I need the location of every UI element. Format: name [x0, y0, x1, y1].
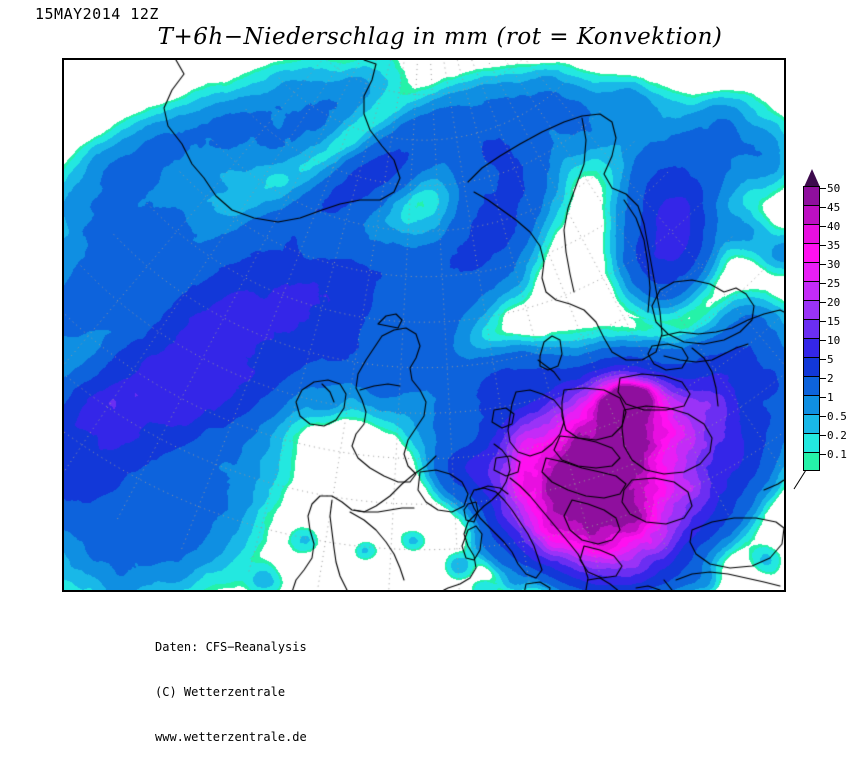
credits-source: Daten: CFS−Reanalysis: [155, 640, 307, 654]
colorbar-tick-label: 2: [827, 372, 834, 385]
colorbar-tick-label: 0.5: [827, 410, 847, 423]
colorbar-tick-label: 25: [827, 277, 841, 290]
colorbar-tick: [820, 321, 826, 322]
colorbar-tick: [820, 397, 826, 398]
colorbar-tick: [820, 416, 826, 417]
weather-map-page: 15MAY2014 12Z T+6h−Niederschlag in mm (r…: [35, 5, 847, 744]
colorbar-segment: [804, 433, 820, 452]
colorbar-right-edge: [819, 186, 820, 471]
credits: Daten: CFS−Reanalysis (C) Wetterzentrale…: [155, 610, 307, 775]
colorbar-segment: [804, 262, 820, 281]
page-title: T+6h−Niederschlag in mm (rot = Konvektio…: [157, 24, 723, 50]
colorbar-segment: [804, 205, 820, 224]
colorbar-over-arrow: [804, 169, 820, 187]
colorbar-tick: [820, 245, 826, 246]
colorbar-tick-label: 35: [827, 239, 841, 252]
colorbar-tick-label: 20: [827, 296, 841, 309]
colorbar-tick: [820, 283, 826, 284]
colorbar-segment: [804, 243, 820, 262]
colorbar-segment: [804, 357, 820, 376]
colorbar-tick-label: 0.2: [827, 429, 847, 442]
colorbar-tick: [820, 302, 826, 303]
colorbar-segment: [804, 395, 820, 414]
colorbar-tick-label: 40: [827, 220, 841, 233]
date-stamp: 15MAY2014 12Z: [35, 5, 159, 23]
colorbar-tick: [820, 207, 826, 208]
colorbar-tick: [820, 454, 826, 455]
colorbar-tick-label: 10: [827, 334, 841, 347]
colorbar-segment: [804, 414, 820, 433]
colorbar-tick-label: 15: [827, 315, 841, 328]
colorbar-tick: [820, 359, 826, 360]
colorbar-segment: [804, 300, 820, 319]
colorbar-tick-label: 45: [827, 201, 841, 214]
colorbar-left-edge: [803, 186, 804, 471]
colorbar-tail-line: [793, 470, 807, 490]
map-frame: [62, 58, 786, 592]
colorbar-tick: [820, 340, 826, 341]
colorbar-tick-label: 30: [827, 258, 841, 271]
colorbar-segment: [804, 376, 820, 395]
precipitation-map-canvas: [64, 60, 784, 590]
colorbar-segment: [804, 338, 820, 357]
credits-copyright: (C) Wetterzentrale: [155, 685, 286, 699]
colorbar-tick: [820, 226, 826, 227]
colorbar-tick-label: 0.1: [827, 448, 847, 461]
colorbar-segment: [804, 452, 820, 471]
colorbar-tick: [820, 378, 826, 379]
colorbar-segment: [804, 319, 820, 338]
colorbar-segment: [804, 281, 820, 300]
colorbar: [804, 186, 820, 471]
colorbar-tick-label: 1: [827, 391, 834, 404]
colorbar-tick-label: 50: [827, 182, 841, 195]
credits-url: www.wetterzentrale.de: [155, 730, 307, 744]
colorbar-tick-label: 5: [827, 353, 834, 366]
colorbar-tick: [820, 264, 826, 265]
colorbar-segment: [804, 186, 820, 205]
colorbar-tick: [820, 435, 826, 436]
colorbar-tick: [820, 188, 826, 189]
colorbar-segment: [804, 224, 820, 243]
